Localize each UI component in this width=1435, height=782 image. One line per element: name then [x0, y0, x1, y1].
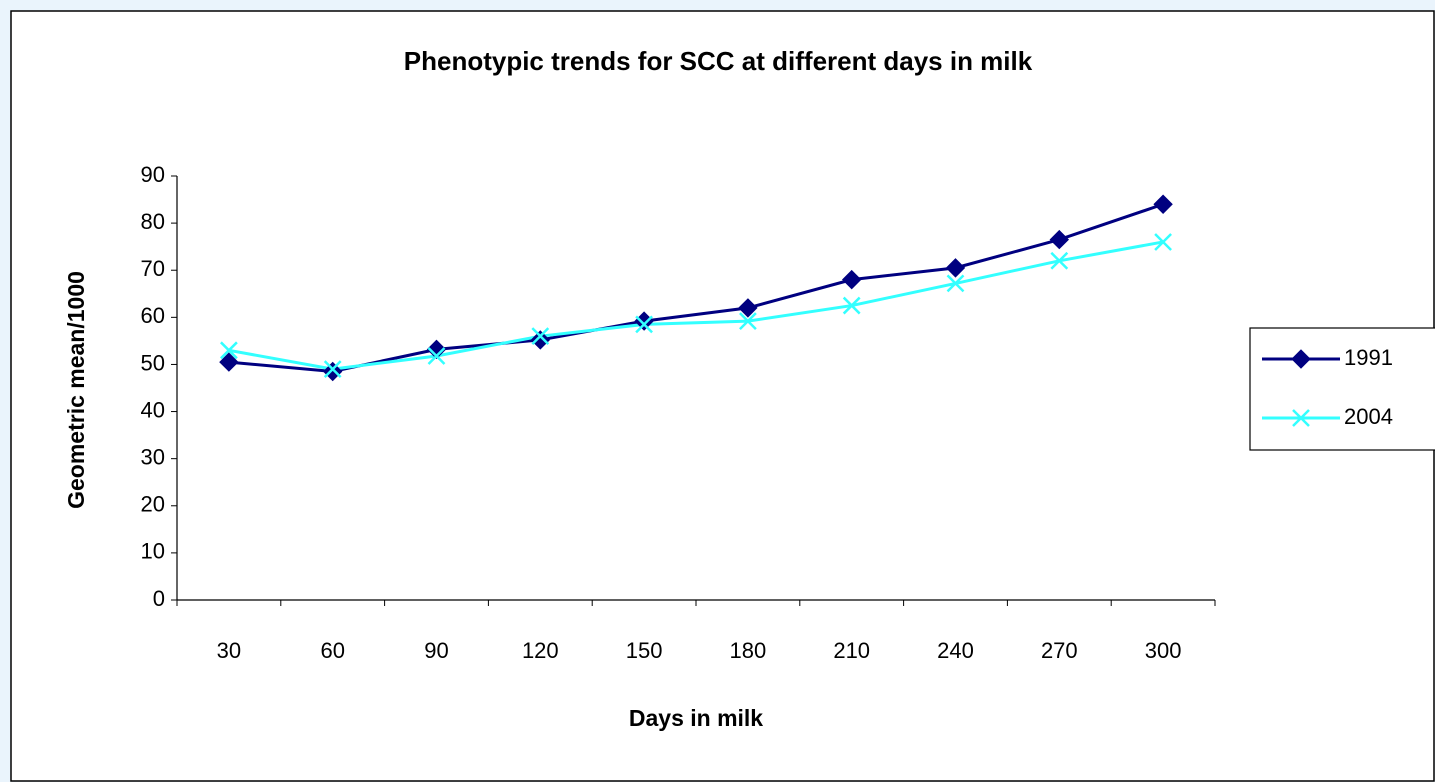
legend-marker	[1292, 409, 1310, 427]
data-point	[427, 347, 446, 365]
y-tick-label: 0	[153, 586, 165, 611]
data-point	[220, 341, 238, 360]
y-tick-label: 30	[141, 444, 165, 469]
data-point	[322, 361, 343, 382]
data-point	[635, 315, 653, 334]
x-tick-label: 240	[937, 638, 974, 663]
data-point	[531, 327, 550, 346]
legend-marker	[1291, 349, 1311, 369]
x-tick-label: 90	[424, 638, 448, 663]
legend-label: 1991	[1344, 345, 1393, 370]
data-point	[1153, 194, 1173, 214]
data-point	[219, 352, 239, 372]
data-point	[738, 298, 758, 318]
data-point	[426, 339, 447, 360]
x-tick-label: 300	[1145, 638, 1182, 663]
y-tick-label: 90	[141, 162, 165, 187]
chart-title: Phenotypic trends for SCC at different d…	[404, 46, 1033, 76]
y-axis-title: Geometric mean/1000	[63, 271, 89, 509]
data-point	[946, 274, 965, 293]
data-point	[1154, 233, 1172, 251]
x-tick-label: 270	[1041, 638, 1078, 663]
y-tick-label: 70	[141, 256, 165, 281]
y-tick-label: 10	[141, 539, 165, 564]
data-point	[1050, 251, 1069, 270]
data-point	[841, 269, 862, 290]
data-point	[842, 296, 861, 315]
x-tick-label: 30	[217, 638, 241, 663]
y-tick-label: 20	[141, 492, 165, 517]
x-tick-label: 150	[626, 638, 663, 663]
y-tick-label: 50	[141, 350, 165, 375]
legend-label: 2004	[1344, 404, 1393, 429]
x-tick-label: 60	[320, 638, 344, 663]
chart-frame	[10, 10, 1435, 782]
y-tick-label: 40	[141, 397, 165, 422]
legend-box	[1249, 327, 1435, 451]
y-tick-label: 80	[141, 209, 165, 234]
x-tick-label: 120	[522, 638, 559, 663]
series-line	[228, 240, 1164, 371]
x-tick-label: 210	[833, 638, 870, 663]
data-point	[323, 360, 342, 379]
data-point	[530, 330, 551, 350]
data-point	[1049, 229, 1070, 250]
x-tick-label: 180	[730, 638, 767, 663]
data-point	[945, 258, 966, 278]
series-line	[228, 202, 1164, 374]
y-tick-label: 60	[141, 303, 165, 328]
x-axis-title: Days in milk	[629, 705, 763, 731]
data-point	[739, 312, 757, 330]
